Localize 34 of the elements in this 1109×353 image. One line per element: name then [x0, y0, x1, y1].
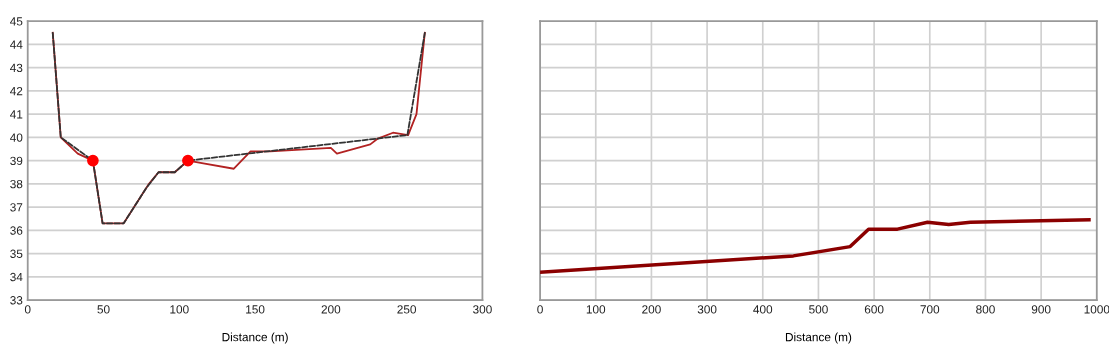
x-tick-label: 50 — [97, 305, 110, 314]
y-tick-label: 44 — [10, 40, 23, 49]
x-tick-label: 200 — [321, 305, 341, 314]
x-tick-label: 900 — [1031, 305, 1051, 314]
x-axis-title: Distance (m) — [785, 332, 852, 344]
x-tick-label: 800 — [976, 305, 995, 314]
x-tick-label: 600 — [864, 305, 884, 314]
y-tick-label: 42 — [10, 86, 23, 96]
y-tick-label: 43 — [10, 63, 23, 73]
y-tick-label: 33 — [10, 296, 23, 305]
y-tick-label: 37 — [10, 203, 23, 212]
x-tick-label: 300 — [473, 305, 492, 314]
x-tick-label: 700 — [920, 305, 940, 314]
x-tick-label: 100 — [170, 305, 189, 314]
x-tick-label: 0 — [24, 305, 31, 314]
y-tick-label: 41 — [10, 110, 23, 119]
y-tick-label: 39 — [10, 156, 23, 166]
y-tick-label: 35 — [10, 249, 23, 258]
line-series — [51, 31, 426, 225]
x-tick-label: 500 — [809, 305, 828, 314]
x-tick-label: 400 — [753, 305, 773, 314]
y-tick-label: 45 — [10, 17, 23, 26]
x-tick-label: 0 — [537, 305, 543, 314]
y-tick-label: 40 — [10, 133, 23, 142]
y-tick-label: 36 — [10, 226, 23, 235]
x-tick-label: 100 — [586, 305, 606, 314]
x-tick-label: 200 — [642, 305, 661, 314]
x-tick-label: 300 — [697, 305, 717, 314]
x-tick-label: 1000 — [1084, 305, 1109, 314]
y-tick-label: 34 — [10, 272, 23, 282]
x-axis-title: Distance (m) — [222, 332, 288, 344]
y-tick-label: 38 — [10, 179, 23, 189]
x-tick-label: 250 — [397, 305, 417, 314]
x-tick-label: 150 — [246, 305, 265, 314]
